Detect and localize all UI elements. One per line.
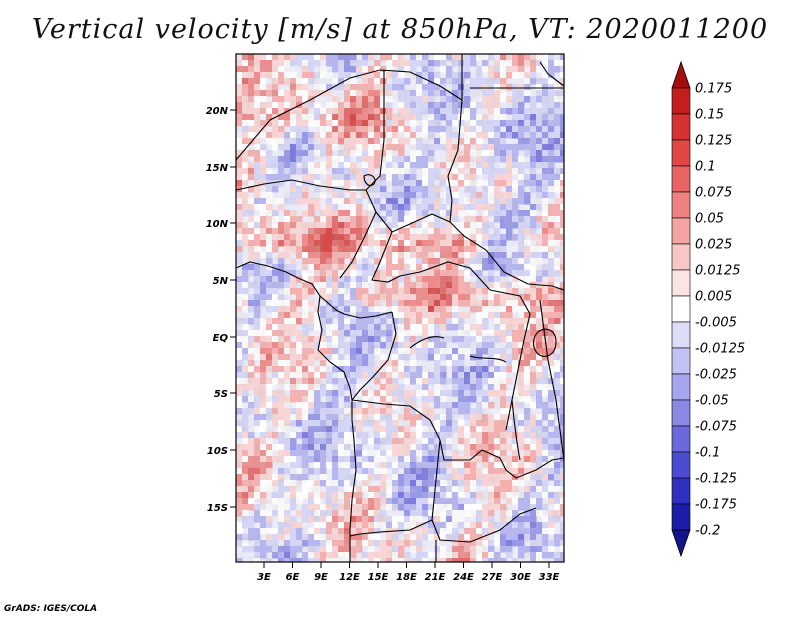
- colorbar-segment: [671, 243, 691, 271]
- colorbar-top-arrow: [671, 60, 691, 89]
- boundary-drc-angola: [351, 399, 483, 461]
- lon-tick-label: 33E: [539, 572, 560, 583]
- colorbar-segment: [671, 269, 691, 297]
- lon-tick-label: 24E: [453, 572, 474, 583]
- colorbar-segment: [671, 373, 691, 401]
- map-title: Vertical velocity [m/s] at 850hPa, VT: 2…: [31, 14, 769, 45]
- colorbar-label: -0.075: [695, 420, 737, 435]
- colorbar-label: -0.025: [695, 368, 737, 383]
- velocity-map: [236, 54, 564, 562]
- boundary-niger-nigeria: [236, 179, 366, 191]
- colorbar-segment: [671, 139, 691, 167]
- lat-tick-label: 15N: [206, 163, 229, 174]
- colorbar-label: 0.05: [695, 212, 724, 227]
- lon-tick-label: 15E: [368, 572, 389, 583]
- colorbar-label: 0.15: [695, 108, 724, 123]
- colorbar-label: 0.125: [695, 134, 732, 149]
- colorbar-segment: [671, 217, 691, 245]
- colorbar-label: 0.1: [695, 160, 716, 175]
- map-frame: [235, 53, 565, 563]
- colorbar-label: -0.005: [695, 316, 737, 331]
- lat-tick-label: 5S: [214, 389, 228, 400]
- colorbar-segment: [671, 425, 691, 453]
- colorbar-segment: [671, 295, 691, 323]
- colorbar-label: -0.175: [695, 498, 737, 513]
- colorbar-segment: [671, 503, 691, 531]
- lake-victoria: [532, 328, 557, 357]
- colorbar-label: 0.005: [695, 290, 732, 305]
- colorbar: 0.175 0.15 0.125 0.1 0.075 0.05 0.025 0.0125 0.0…: [671, 60, 745, 558]
- boundary-sudan-south: [449, 221, 564, 291]
- boundary-nigeria-cameroon: [339, 189, 377, 279]
- country-boundaries: [236, 54, 564, 562]
- colorbar-segment: [671, 347, 691, 375]
- lon-tick-label: 6E: [286, 572, 300, 583]
- boundary-car-north: [371, 231, 491, 291]
- colorbar-label: 0.0125: [695, 264, 741, 279]
- boundary-niger-algeria: [236, 69, 463, 161]
- lon-tick-label: 30E: [510, 572, 531, 583]
- boundary-chad-sudan: [447, 99, 463, 223]
- boundary-niger-chad: [365, 70, 385, 191]
- lat-tick-label: 15S: [207, 503, 228, 514]
- lon-tick-label: 27E: [482, 572, 503, 583]
- colorbar-bottom-arrow: [671, 529, 691, 558]
- colorbar-segment: [671, 321, 691, 349]
- colorbar-segment: [671, 191, 691, 219]
- lon-tick-label: 21E: [425, 572, 446, 583]
- boundary-cameroon-chad: [375, 211, 451, 233]
- grads-credit: GrADS: IGES/COLA: [4, 604, 98, 614]
- colorbar-segment: [671, 165, 691, 193]
- boundary-gabon-congo: [319, 295, 393, 319]
- lat-tick-label: 20N: [206, 106, 229, 117]
- colorbar-label: -0.1: [695, 446, 720, 461]
- lat-tick-label: 5N: [213, 276, 229, 287]
- colorbar-label: 0.025: [695, 238, 732, 253]
- colorbar-segment: [671, 87, 691, 115]
- boundary-east-1: [539, 299, 564, 461]
- coastline: [236, 261, 357, 562]
- longitude-axis: 3E 6E 9E 12E 15E 18E 21E 24E 27E 30E 33E: [257, 562, 560, 583]
- colorbar-label: -0.0125: [695, 342, 745, 357]
- map-texture: [236, 54, 564, 562]
- lat-tick-label: 10S: [207, 446, 228, 457]
- colorbar-segment: [671, 399, 691, 427]
- river-congo: [409, 336, 507, 363]
- colorbar-label: -0.2: [695, 524, 720, 539]
- lake-chad: [363, 174, 376, 187]
- lon-tick-label: 12E: [339, 572, 360, 583]
- lon-tick-label: 18E: [396, 572, 417, 583]
- colorbar-label: -0.125: [695, 472, 737, 487]
- colorbar-segment: [671, 451, 691, 479]
- colorbar-label: -0.05: [695, 394, 729, 409]
- lat-tick-label: EQ: [213, 333, 229, 344]
- lake-tanganyika: [511, 399, 521, 461]
- boundary-malawi: [515, 457, 564, 479]
- red-sea-coast: [539, 61, 564, 87]
- colorbar-label: 0.175: [695, 82, 732, 97]
- boundary-congo-drc: [351, 311, 397, 401]
- colorbar-segment: [671, 113, 691, 141]
- lon-tick-label: 3E: [257, 572, 271, 583]
- colorbar-label: 0.075: [695, 186, 732, 201]
- colorbar-segment: [671, 477, 691, 505]
- latitude-axis: 20N 15N 10N 5N EQ 5S 10S 15S: [206, 106, 236, 514]
- lon-tick-label: 9E: [314, 572, 328, 583]
- boundary-angola-zambia: [349, 439, 441, 537]
- lat-tick-label: 10N: [206, 219, 229, 230]
- boundary-drc-zambia: [481, 449, 517, 479]
- boundary-zambia-south: [431, 507, 537, 543]
